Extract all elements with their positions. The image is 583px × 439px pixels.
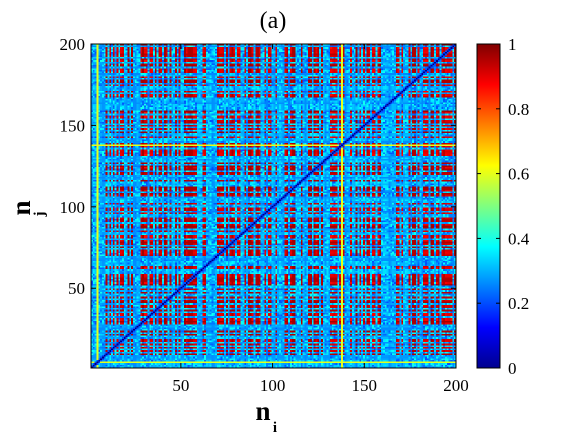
x-tick-label: 50 <box>172 376 189 395</box>
colorbar-tick-label: 0.4 <box>508 229 530 248</box>
colorbar-tick-label: 0.2 <box>508 294 529 313</box>
plot-frame <box>90 43 457 369</box>
colorbar-tick-label: 0.6 <box>508 165 529 184</box>
colorbar-ticks: 0 0.2 0.4 0.6 0.8 1 <box>477 35 530 378</box>
y-tick-label: 50 <box>68 279 85 298</box>
chart-title: (a) <box>260 8 287 34</box>
x-tick-label: 150 <box>352 376 378 395</box>
x-axis-label: n <box>255 396 270 426</box>
colorbar-tick-label: 0 <box>508 359 517 378</box>
y-tick-label: 150 <box>60 116 86 135</box>
y-axis-label: n <box>6 200 36 215</box>
colorbar <box>476 43 501 369</box>
colorbar-tick-label: 1 <box>508 35 517 54</box>
y-axis-label-subscript: j <box>32 212 48 218</box>
x-axis-label-subscript: i <box>273 420 277 436</box>
heatmap-cells <box>91 44 456 368</box>
y-axis: 50 100 150 200 <box>60 35 456 298</box>
y-tick-label: 200 <box>60 35 86 54</box>
heatmap-matrix <box>91 44 456 368</box>
x-axis: 50 100 150 200 <box>172 44 469 395</box>
colorbar-tick-label: 0.8 <box>508 100 529 119</box>
x-tick-label: 200 <box>443 376 469 395</box>
x-tick-label: 100 <box>260 376 286 395</box>
y-tick-label: 100 <box>60 198 86 217</box>
